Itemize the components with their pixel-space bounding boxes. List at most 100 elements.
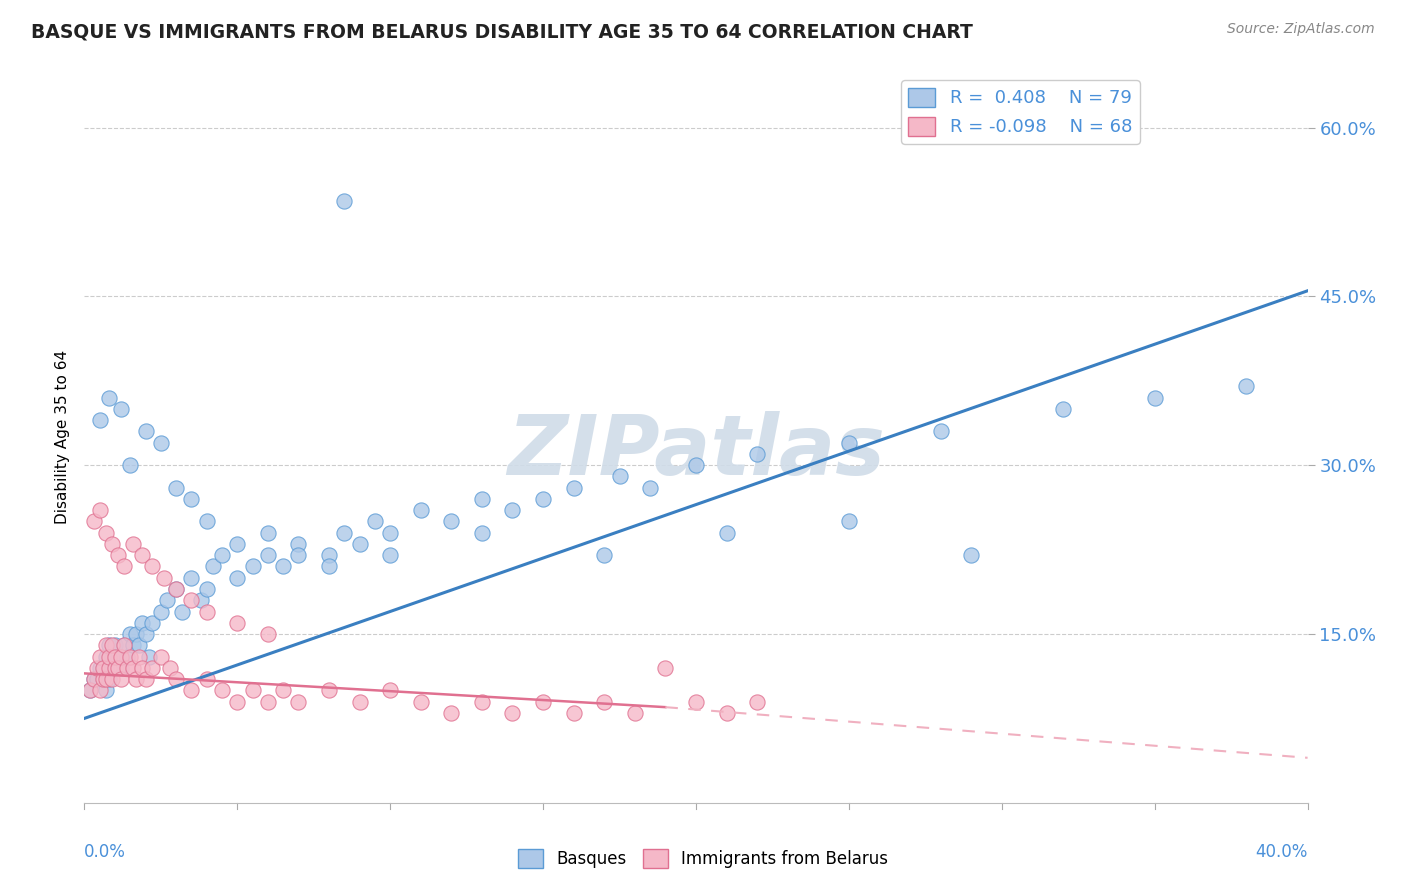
Point — [838, 435, 860, 450]
Text: Source: ZipAtlas.com: Source: ZipAtlas.com — [1227, 22, 1375, 37]
Point — [180, 593, 202, 607]
Point — [125, 672, 148, 686]
Point — [226, 571, 249, 585]
Point — [112, 559, 135, 574]
Point — [94, 672, 117, 686]
Point — [112, 638, 135, 652]
Point — [257, 548, 280, 562]
Point — [195, 605, 218, 619]
Point — [502, 503, 524, 517]
Point — [180, 683, 202, 698]
Point — [107, 649, 129, 664]
Point — [97, 638, 120, 652]
Point — [101, 537, 124, 551]
Point — [104, 649, 127, 664]
Point — [409, 503, 432, 517]
Point — [226, 615, 249, 630]
Point — [287, 537, 309, 551]
Point — [638, 481, 661, 495]
Point — [333, 194, 356, 208]
Point — [165, 582, 187, 596]
Point — [156, 593, 179, 607]
Point — [242, 683, 264, 698]
Point — [471, 491, 494, 506]
Point — [79, 683, 101, 698]
Point — [318, 548, 340, 562]
Point — [138, 649, 160, 664]
Point — [128, 638, 150, 652]
Point — [149, 605, 172, 619]
Point — [562, 706, 585, 720]
Point — [149, 649, 172, 664]
Point — [120, 458, 142, 473]
Point — [960, 548, 983, 562]
Point — [562, 481, 585, 495]
Point — [333, 525, 356, 540]
Point — [149, 435, 172, 450]
Point — [122, 638, 145, 652]
Text: 0.0%: 0.0% — [84, 843, 127, 861]
Point — [380, 525, 402, 540]
Point — [120, 627, 142, 641]
Point — [716, 706, 738, 720]
Point — [110, 401, 132, 416]
Point — [287, 694, 309, 708]
Point — [165, 582, 187, 596]
Point — [211, 683, 233, 698]
Point — [120, 649, 142, 664]
Point — [593, 548, 616, 562]
Point — [364, 515, 387, 529]
Point — [1236, 379, 1258, 393]
Point — [122, 661, 145, 675]
Point — [471, 525, 494, 540]
Point — [141, 661, 163, 675]
Point — [94, 638, 117, 652]
Point — [201, 559, 224, 574]
Point — [226, 537, 249, 551]
Point — [101, 672, 124, 686]
Point — [135, 425, 157, 439]
Point — [318, 683, 340, 698]
Point — [83, 672, 105, 686]
Point — [271, 559, 294, 574]
Point — [122, 537, 145, 551]
Point — [226, 694, 249, 708]
Point — [409, 694, 432, 708]
Text: BASQUE VS IMMIGRANTS FROM BELARUS DISABILITY AGE 35 TO 64 CORRELATION CHART: BASQUE VS IMMIGRANTS FROM BELARUS DISABI… — [31, 22, 973, 41]
Point — [593, 694, 616, 708]
Y-axis label: Disability Age 35 to 64: Disability Age 35 to 64 — [55, 350, 70, 524]
Point — [271, 683, 294, 698]
Point — [107, 548, 129, 562]
Point — [115, 661, 138, 675]
Point — [135, 627, 157, 641]
Point — [531, 694, 554, 708]
Point — [318, 559, 340, 574]
Point — [440, 706, 463, 720]
Text: ZIPatlas: ZIPatlas — [508, 411, 884, 492]
Point — [609, 469, 631, 483]
Point — [654, 661, 676, 675]
Point — [624, 706, 647, 720]
Point — [257, 525, 280, 540]
Point — [172, 605, 194, 619]
Point — [747, 694, 769, 708]
Point — [685, 458, 707, 473]
Point — [195, 672, 218, 686]
Legend: R =  0.408    N = 79, R = -0.098    N = 68: R = 0.408 N = 79, R = -0.098 N = 68 — [901, 80, 1139, 144]
Legend: Basques, Immigrants from Belarus: Basques, Immigrants from Belarus — [510, 843, 896, 875]
Point — [97, 661, 120, 675]
Point — [153, 571, 176, 585]
Point — [89, 649, 111, 664]
Point — [531, 491, 554, 506]
Text: 40.0%: 40.0% — [1256, 843, 1308, 861]
Point — [190, 593, 212, 607]
Point — [747, 447, 769, 461]
Point — [471, 694, 494, 708]
Point — [104, 661, 127, 675]
Point — [97, 649, 120, 664]
Point — [131, 615, 153, 630]
Point — [89, 503, 111, 517]
Point — [349, 537, 371, 551]
Point — [86, 661, 108, 675]
Point — [502, 706, 524, 720]
